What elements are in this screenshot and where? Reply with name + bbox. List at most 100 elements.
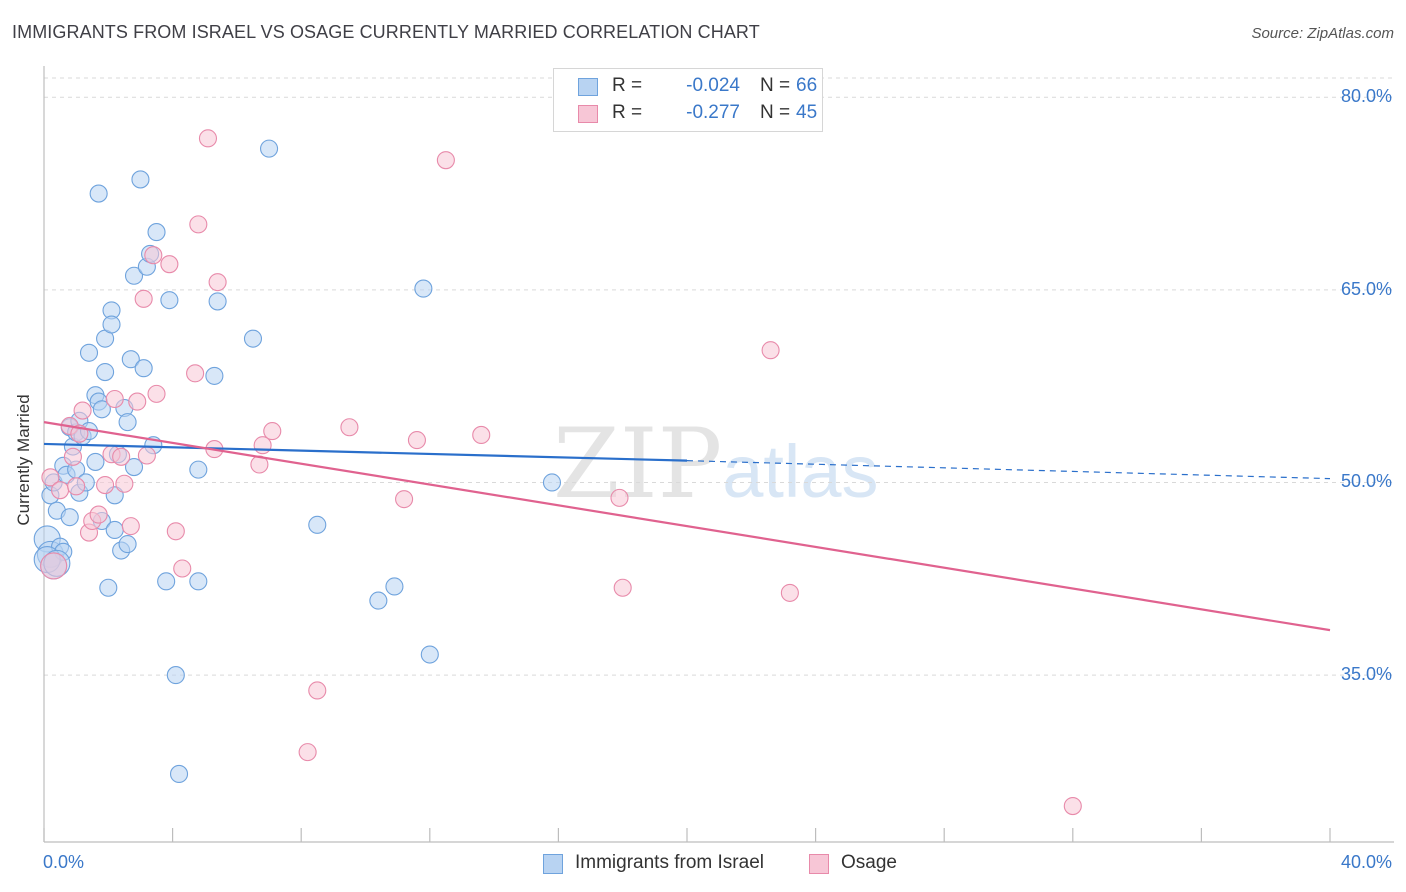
correlation-legend: R = -0.024 N = 66 R = -0.277 N = 45 [553,68,823,132]
point-osage [263,422,282,441]
point-osage [780,583,799,602]
point-osage [472,425,491,445]
point-osage [96,475,115,495]
point-osage [173,559,192,578]
point-israel [385,577,404,596]
y-tick-label: 80.0% [1340,86,1392,107]
point-israel [160,291,179,310]
legend-swatch-osage [578,105,598,123]
point-israel [60,508,79,527]
point-israel [96,362,115,382]
point-osage [89,505,108,524]
point-osage [186,364,205,383]
y-tick-label: 35.0% [1340,664,1392,685]
point-osage [115,474,134,493]
point-israel [169,764,189,783]
point-osage [51,481,70,500]
legend-n-value: 66 [796,75,818,96]
point-israel [105,520,124,540]
point-israel [121,350,140,369]
point-israel [166,666,185,685]
legend-n-label: N = [760,75,791,96]
point-osage [147,384,166,403]
point-osage [1063,796,1082,816]
point-israel [189,460,208,479]
point-osage [160,255,179,274]
legend-r-value: -0.024 [686,75,740,96]
point-osage [112,447,131,466]
trend-lines [43,421,1331,632]
point-israel [308,515,327,534]
point-osage [41,468,60,487]
legend-n-value: 45 [796,102,818,123]
legend-n-label: N = [760,102,791,123]
point-israel [147,223,166,242]
point-osage [137,446,156,465]
x-tick-label-max: 40.0% [1340,852,1392,872]
point-israel [157,572,176,591]
point-osage [610,488,629,507]
y-tick-label: 50.0% [1340,471,1392,492]
point-israel [131,170,150,189]
legend-r-label: R = [612,75,643,96]
point-osage [436,151,455,170]
watermark: ZIPatlas [553,408,879,520]
legend-r-value: -0.277 [686,102,740,123]
point-israel [414,279,433,298]
trend-line-israel [43,442,688,462]
bottom-legend-label-osage: Osage [841,852,897,873]
legend-swatch-israel [578,78,598,96]
point-osage [134,289,153,308]
point-osage [189,215,208,234]
axes [43,66,1394,843]
point-osage [73,401,92,420]
point-osage [40,552,68,580]
point-israel [134,359,153,378]
point-osage [67,477,86,496]
point-osage [198,129,218,148]
point-osage [208,273,227,292]
chart-title: IMMIGRANTS FROM ISRAEL VS OSAGE CURRENTL… [12,22,760,42]
point-osage [407,431,426,450]
point-osage [298,743,317,762]
point-osage [144,246,163,265]
point-israel [208,292,227,311]
point-israel [86,452,105,471]
point-israel [259,139,279,158]
bottom-legend-label-israel: Immigrants from Israel [575,852,764,873]
trend-line-osage [43,421,1331,632]
x-tick-label-min: 0.0% [43,852,85,872]
point-osage [761,341,780,360]
point-osage [395,490,414,509]
point-osage [105,389,124,409]
point-israel [205,366,224,385]
trend-line-israel-extrapolated [686,460,1331,480]
bottom-legend-swatch-israel [543,854,563,874]
point-osage [128,392,147,411]
point-israel [189,572,208,591]
point-osage [166,522,185,541]
y-axis-label: Currently Married [14,394,33,526]
series-osage-points [40,129,1082,816]
grid-lines [44,77,1394,676]
point-israel [118,535,137,554]
point-osage [63,447,82,466]
point-israel [118,413,137,432]
point-israel [420,645,439,664]
bottom-legend-swatch-osage [809,854,829,874]
point-israel [243,329,263,348]
point-osage [340,418,359,437]
watermark-zip: ZIP [553,408,723,520]
point-israel [89,184,108,203]
y-tick-label: 65.0% [1340,278,1392,299]
point-israel [124,458,144,477]
point-osage [121,517,140,536]
point-osage [308,681,327,700]
point-osage [613,578,632,597]
point-israel [79,343,99,362]
point-israel [102,315,121,334]
point-israel [542,473,562,492]
source-label: Source: ZipAtlas.com [1251,25,1394,42]
point-israel [369,591,388,610]
